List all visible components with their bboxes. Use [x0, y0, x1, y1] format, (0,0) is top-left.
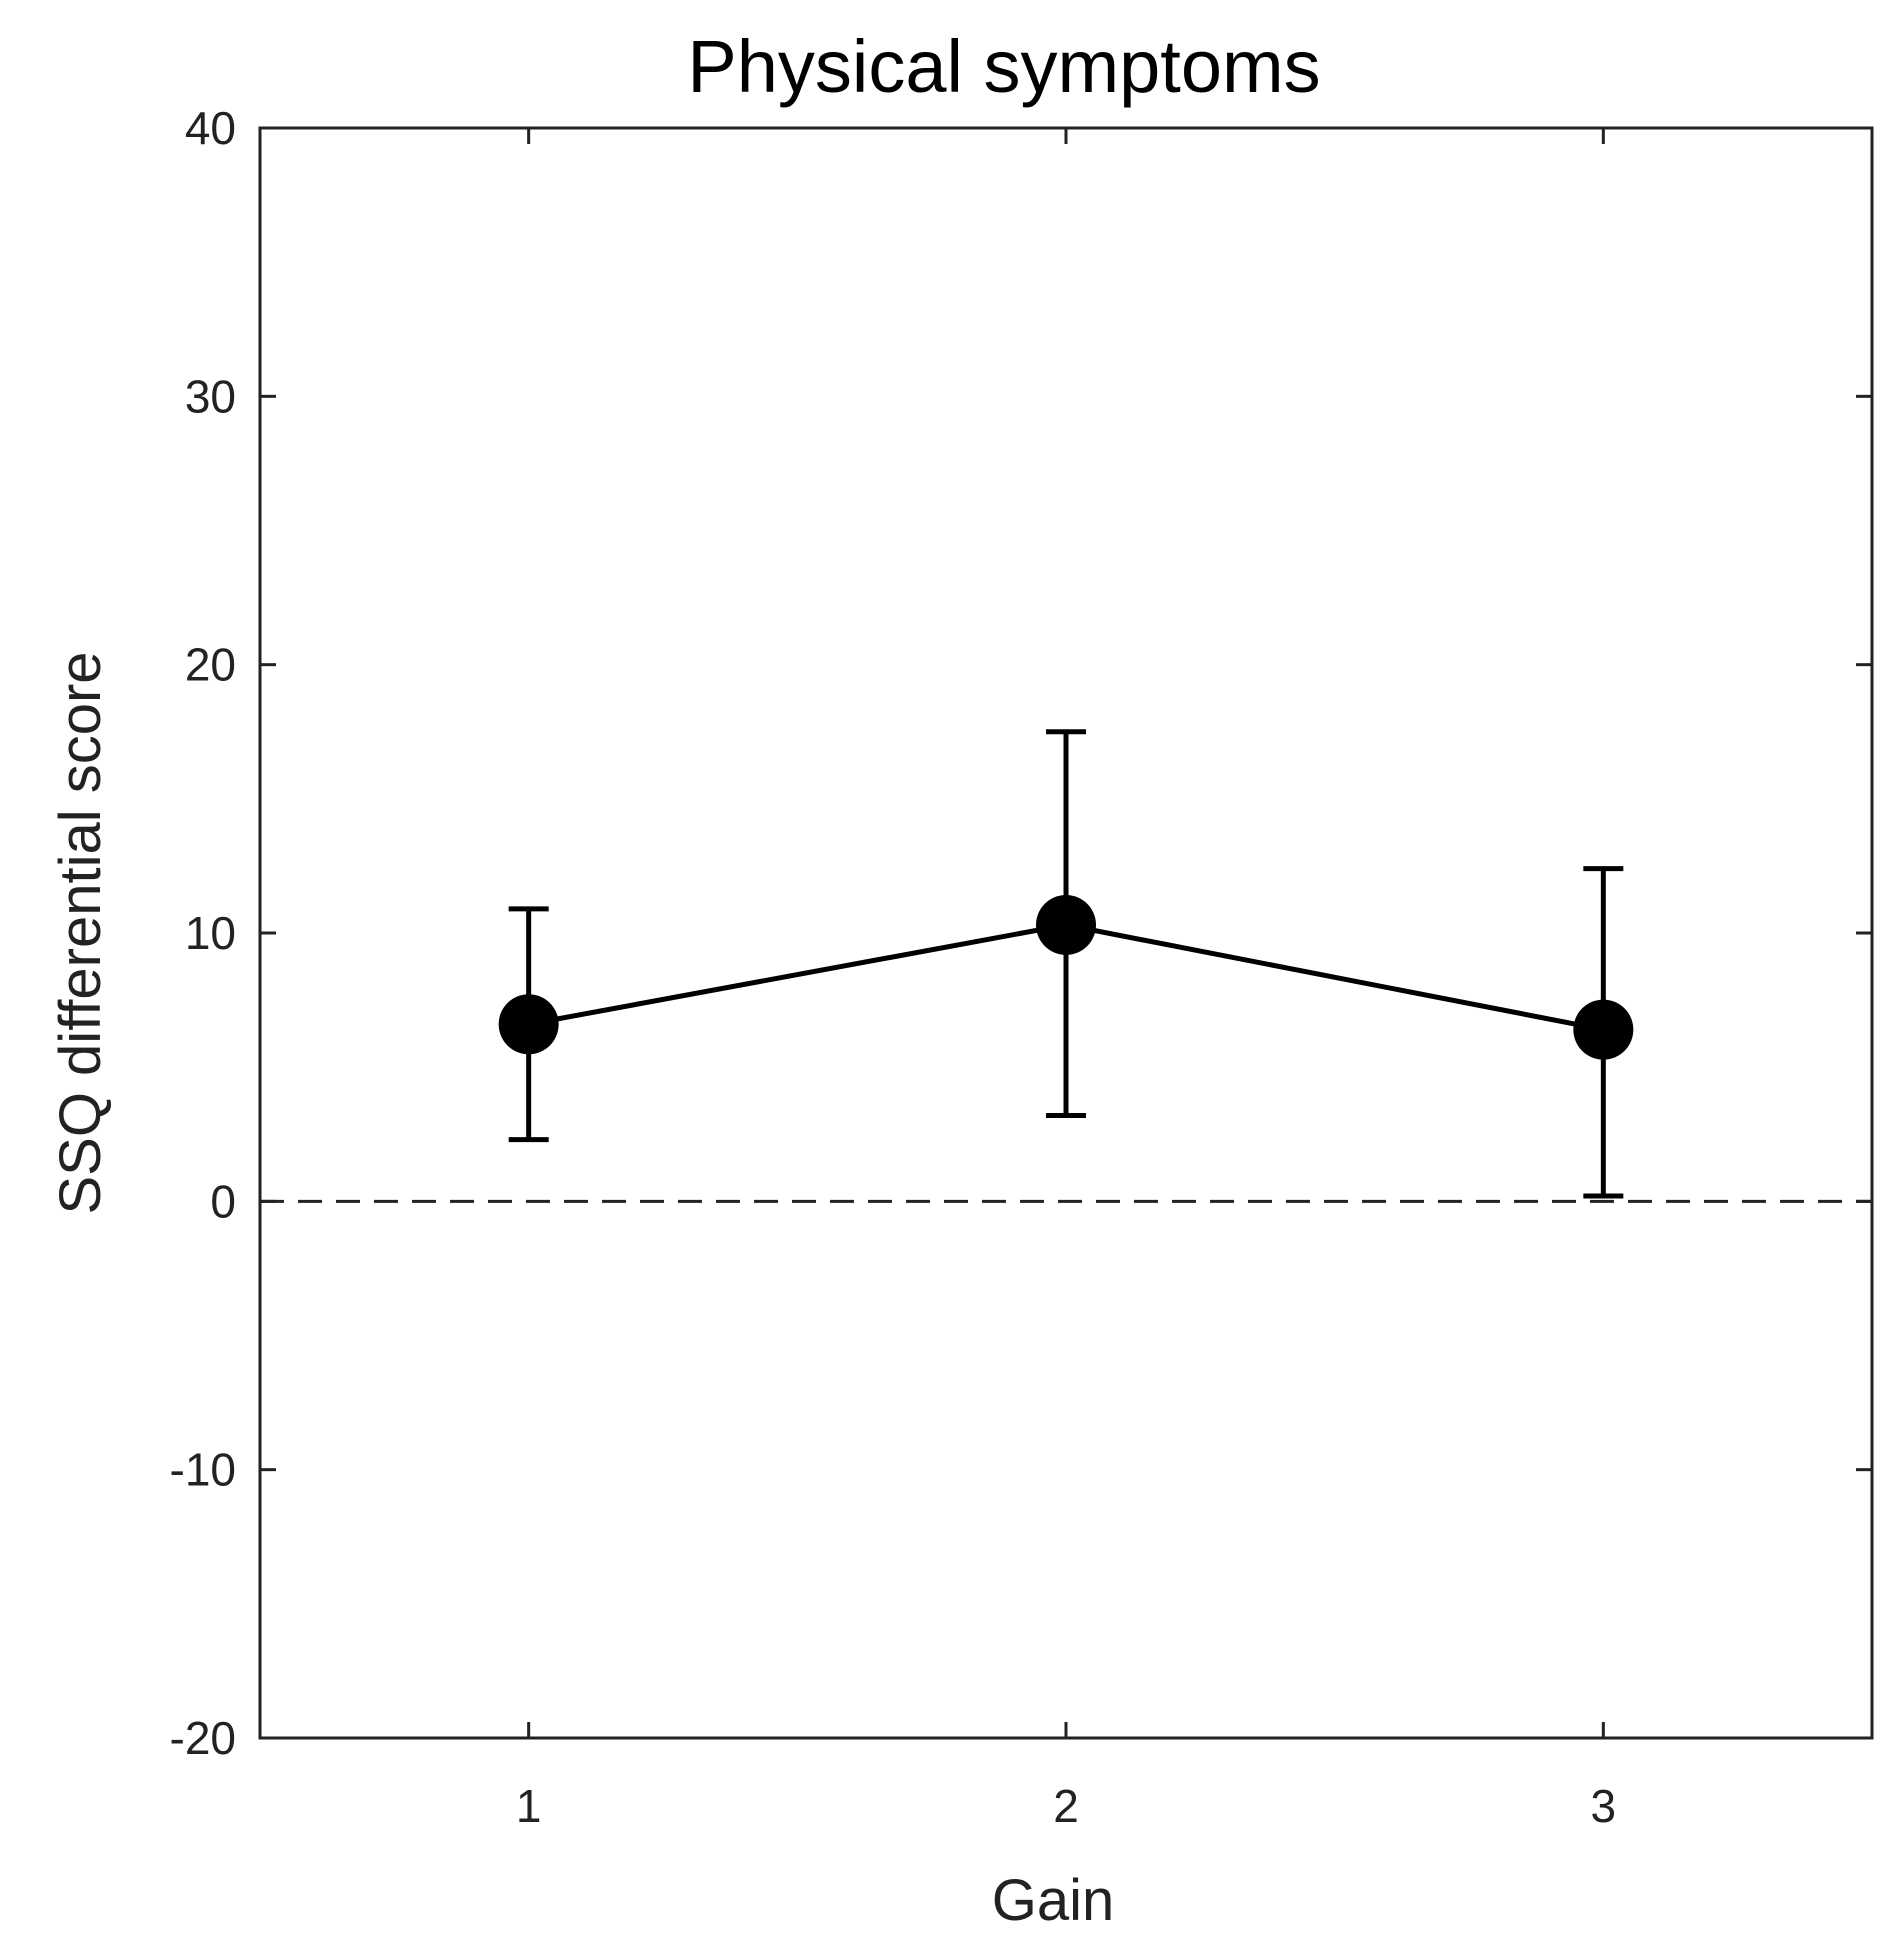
x-tick-label: 1 — [516, 1780, 542, 1832]
data-point — [498, 994, 559, 1055]
y-tick-label: 20 — [185, 639, 236, 691]
chart-title: Physical symptoms — [687, 25, 1320, 108]
y-tick-label: 40 — [185, 102, 236, 154]
x-tick-label: 3 — [1591, 1780, 1617, 1832]
x-axis-label: Gain — [992, 1868, 1115, 1933]
plot-area: -20 -10 0 10 20 30 40 1 2 3 — [170, 102, 1874, 1832]
y-tick-label: -20 — [170, 1712, 236, 1764]
y-axis-label: SSQ differential score — [48, 651, 113, 1214]
data-point — [1036, 894, 1096, 955]
x-tick-label: 2 — [1053, 1780, 1079, 1832]
y-tick-label: 30 — [185, 370, 236, 422]
y-tick-label: 0 — [210, 1175, 236, 1227]
y-tick-label: -10 — [170, 1444, 236, 1496]
data-point — [1573, 999, 1634, 1060]
y-tick-label: 10 — [185, 907, 236, 959]
